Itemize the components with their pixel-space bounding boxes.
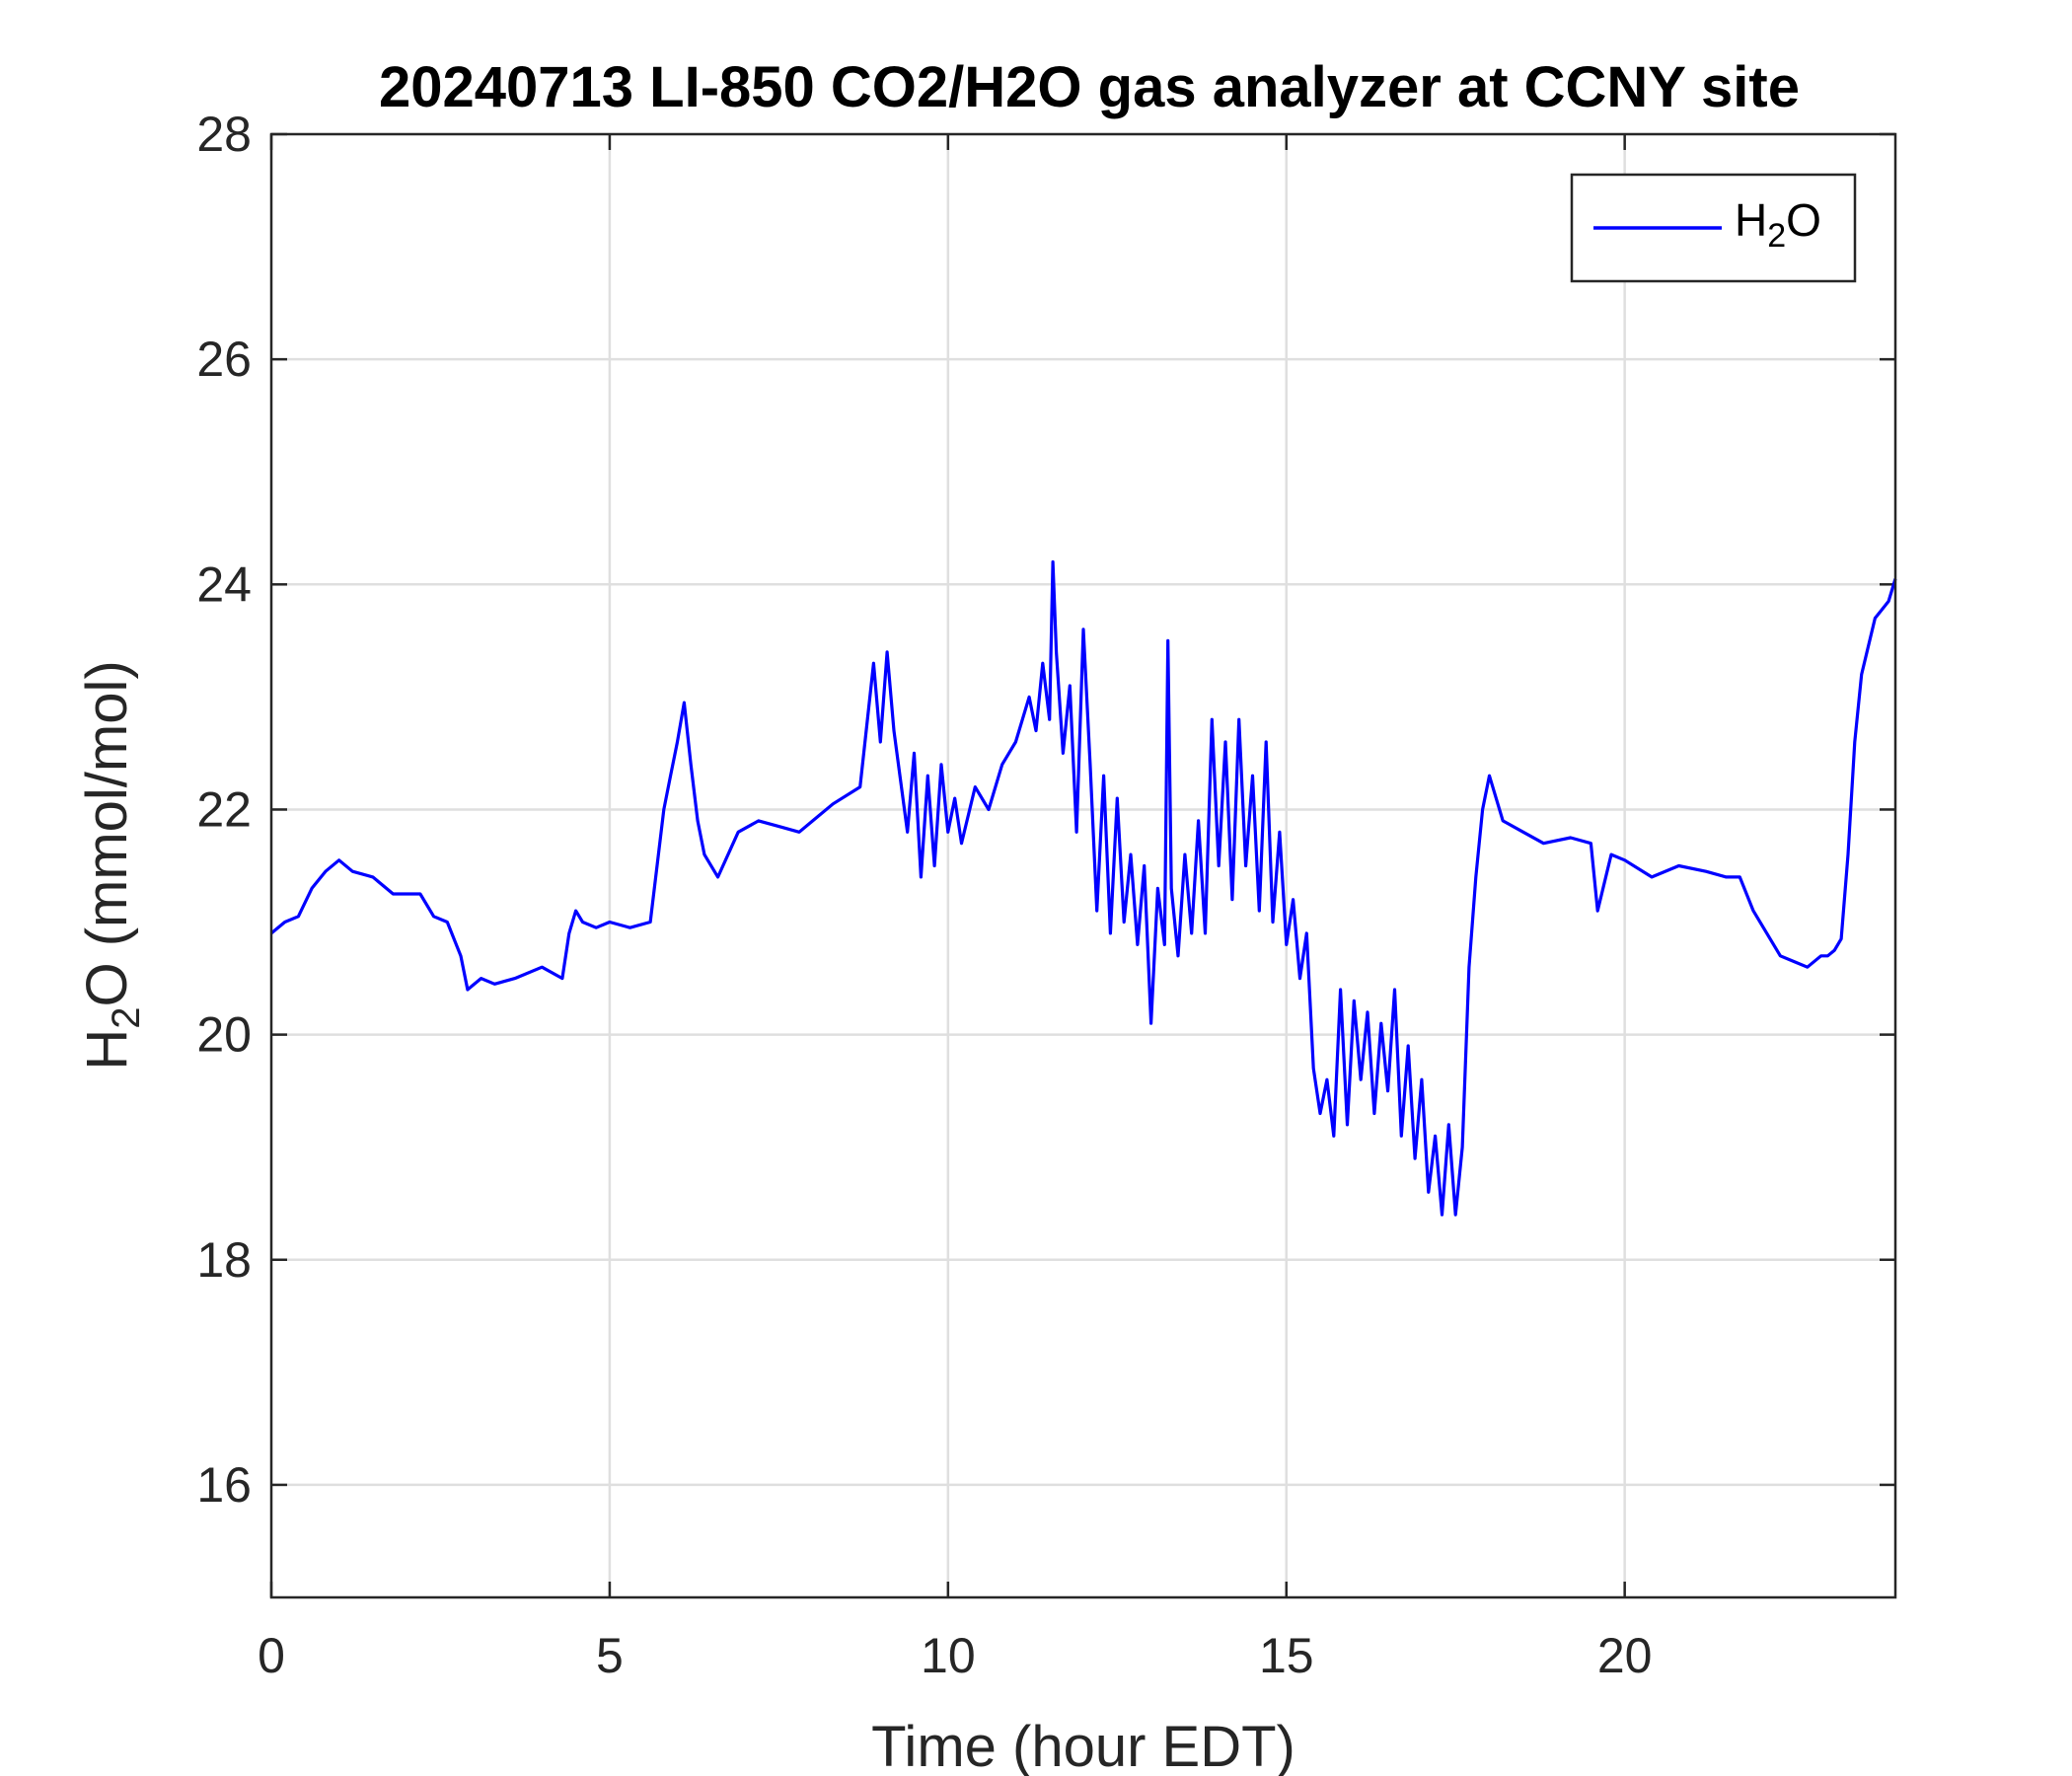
legend: H2O bbox=[1570, 173, 1857, 283]
plot-frame bbox=[269, 132, 1897, 1599]
y-axis-label: H2O (mmol/mol) bbox=[75, 660, 148, 1070]
legend-label-post: O bbox=[1786, 194, 1821, 246]
x-tick-label: 0 bbox=[258, 1628, 285, 1683]
y-tick-label: 22 bbox=[196, 781, 252, 837]
y-axis-label-sub: 2 bbox=[105, 1007, 148, 1029]
y-tick-label: 20 bbox=[196, 1007, 252, 1063]
y-axis-label-pre: H bbox=[75, 1029, 139, 1071]
x-axis-label: Time (hour EDT) bbox=[871, 1715, 1295, 1776]
y-tick-label: 24 bbox=[196, 556, 252, 612]
y-tick-label: 18 bbox=[196, 1232, 252, 1288]
legend-label-h2o: H2O bbox=[1735, 194, 1821, 255]
legend-label-pre: H bbox=[1735, 194, 1767, 246]
x-tick-label: 5 bbox=[596, 1628, 624, 1683]
series-line-h2o bbox=[269, 559, 1897, 1217]
plot-area bbox=[271, 134, 1895, 1597]
x-tick-label: 20 bbox=[1597, 1628, 1653, 1683]
tick-labels: 0 5 10 15 20 16 18 20 22 24 26 28 bbox=[196, 107, 1652, 1683]
x-tick-label: 10 bbox=[921, 1628, 976, 1683]
series-layer bbox=[269, 559, 1897, 1217]
y-tick-label: 16 bbox=[196, 1457, 252, 1513]
chart-title: 20240713 LI-850 CO2/H2O gas analyzer at … bbox=[379, 55, 1800, 119]
y-axis-label-post: O (mmol/mol) bbox=[75, 660, 139, 1006]
y-tick-label: 26 bbox=[196, 332, 252, 387]
legend-label-sub: 2 bbox=[1767, 217, 1786, 255]
x-tick-label: 15 bbox=[1259, 1628, 1314, 1683]
grid-lines bbox=[271, 134, 1895, 1597]
y-tick-label: 28 bbox=[196, 107, 252, 162]
